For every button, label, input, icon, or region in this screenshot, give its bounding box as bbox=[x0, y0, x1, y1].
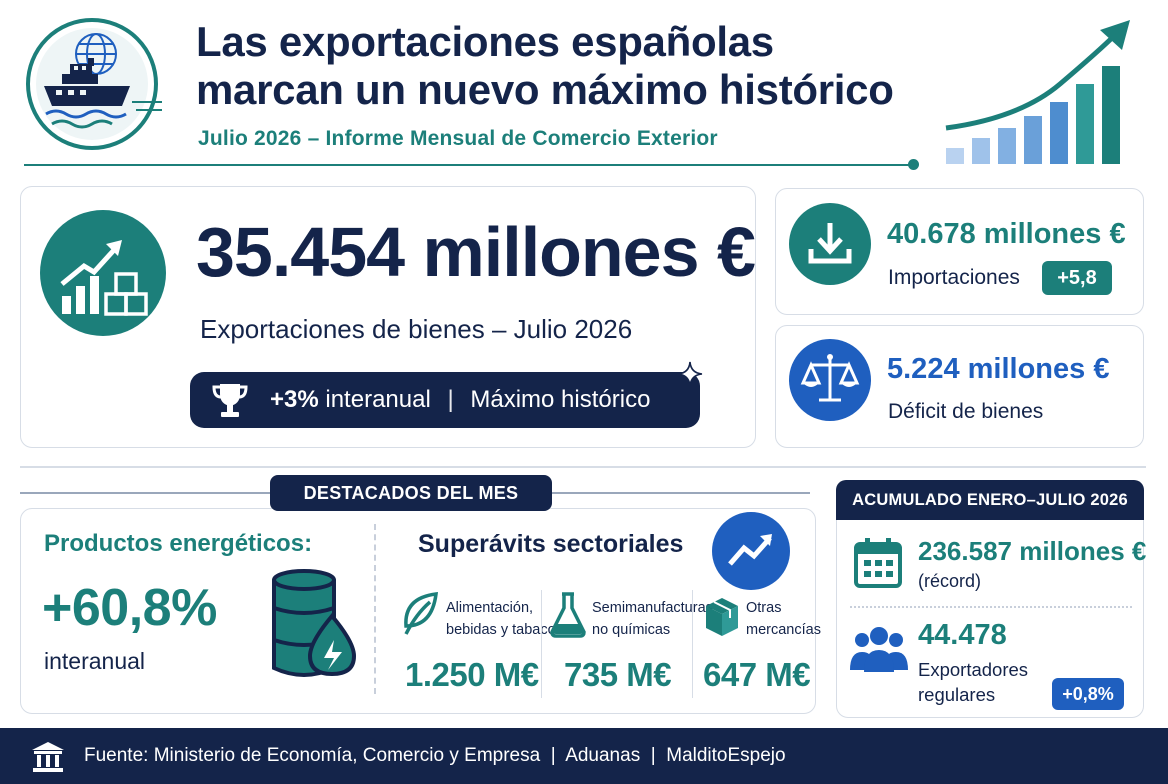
header-divider bbox=[24, 164, 912, 166]
energy-label: interanual bbox=[44, 648, 146, 674]
title-line-2: marcan un nuevo máximo histórico bbox=[196, 66, 894, 113]
exporters-value: 44.478 bbox=[918, 619, 1007, 651]
header-divider-dot bbox=[908, 159, 919, 170]
box-icon bbox=[706, 598, 738, 636]
energy-title: Productos energéticos: bbox=[44, 530, 313, 557]
accumulated-value: 236.587 millones € bbox=[918, 536, 1147, 566]
title-line-1: Las exportaciones españolas bbox=[196, 18, 774, 65]
sector-divider bbox=[541, 590, 542, 698]
deficit-label: Déficit de bienes bbox=[888, 400, 1044, 423]
growth-bars-arrow-icon bbox=[945, 20, 1130, 164]
exporters-change-badge: +0,8% bbox=[1052, 678, 1124, 710]
calendar-icon bbox=[854, 538, 902, 588]
flask-icon bbox=[550, 592, 586, 638]
exports-change: +3% bbox=[270, 386, 319, 413]
exports-record-text: Máximo histórico bbox=[470, 386, 651, 413]
balance-scale-icon bbox=[789, 339, 871, 421]
exports-value: 35.454 millones € bbox=[196, 213, 756, 291]
sector-value-semi: 735 M€ bbox=[564, 656, 672, 693]
energy-value: +60,8% bbox=[42, 579, 217, 637]
exports-change-word: interanual bbox=[325, 386, 431, 413]
imports-value: 40.678 millones € bbox=[887, 218, 1126, 250]
people-group-icon bbox=[850, 627, 908, 672]
sector-label-semi: Semimanufacturas no químicas bbox=[592, 600, 713, 638]
imports-label: Importaciones bbox=[888, 266, 1020, 289]
footer-source: Fuente: Ministerio de Economía, Comercio… bbox=[84, 745, 786, 766]
trophy-icon bbox=[212, 384, 248, 417]
sector-value-food: 1.250 M€ bbox=[405, 656, 539, 693]
section-divider bbox=[20, 466, 1146, 468]
accumulated-note: (récord) bbox=[918, 571, 982, 591]
sector-label-food: Alimentación, bebidas y tabaco bbox=[446, 600, 556, 638]
oil-barrel-icon bbox=[272, 569, 357, 677]
chart-boxes-icon bbox=[40, 210, 166, 336]
surplus-title: Superávits sectoriales bbox=[418, 530, 684, 558]
sector-value-other: 647 M€ bbox=[703, 656, 811, 693]
footer: Fuente: Ministerio de Economía, Comercio… bbox=[0, 728, 1168, 784]
download-icon bbox=[789, 203, 871, 285]
trend-up-icon bbox=[712, 512, 790, 590]
exporters-label: Exportadores regulares bbox=[918, 659, 1029, 705]
imports-change-badge: +5,8 bbox=[1042, 261, 1112, 295]
deficit-value: 5.224 millones € bbox=[887, 353, 1110, 385]
highlights-card bbox=[20, 508, 816, 714]
sparkle-icon bbox=[677, 361, 703, 387]
ship-globe-logo-icon bbox=[26, 18, 162, 150]
highlights-header: DESTACADOS DEL MES bbox=[270, 475, 552, 511]
institution-icon bbox=[32, 742, 64, 772]
accumulated-header: ACUMULADO ENERO–JULIO 2026 bbox=[836, 480, 1144, 520]
sector-divider bbox=[692, 590, 693, 698]
exports-record-pill: +3% interanual | Máximo histórico bbox=[190, 372, 700, 428]
sector-label-other: Otras mercancías bbox=[746, 600, 821, 638]
page-subtitle: Julio 2026 – Informe Mensual de Comercio… bbox=[198, 127, 718, 150]
highlights-divider bbox=[374, 524, 376, 694]
accumulated-divider bbox=[850, 606, 1132, 608]
leaf-icon bbox=[404, 591, 439, 635]
pill-separator: | bbox=[447, 386, 454, 413]
exports-label: Exportaciones de bienes – Julio 2026 bbox=[200, 314, 633, 344]
page-title: Las exportaciones españolas marcan un nu… bbox=[196, 18, 956, 114]
